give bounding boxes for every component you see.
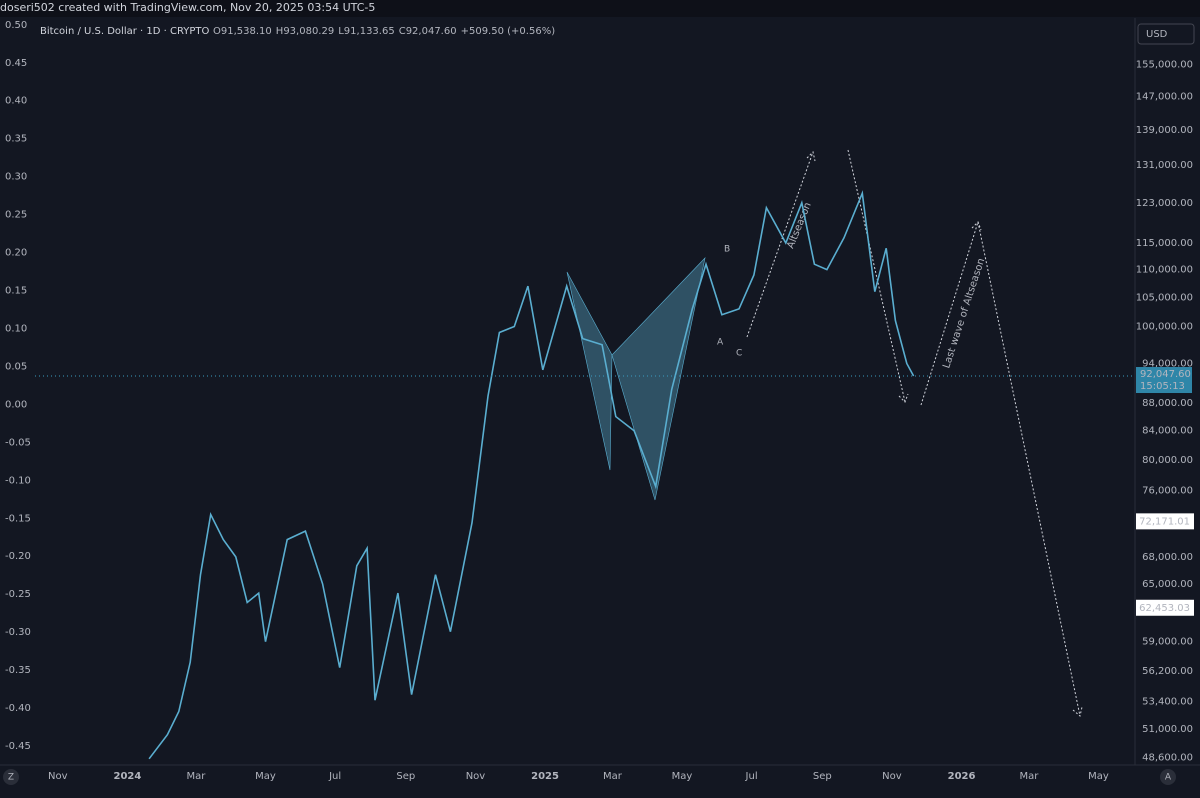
- y-tick-label: 94,000.00: [1142, 358, 1193, 369]
- x-tick-label: Nov: [48, 771, 68, 782]
- y-tick-label: 88,000.00: [1142, 398, 1193, 409]
- pattern-shape: [611, 257, 706, 501]
- credit: doseri502 created with TradingView.com, …: [0, 1, 375, 14]
- last-price-box: [1136, 367, 1192, 394]
- x-tick-label: Sep: [813, 771, 832, 782]
- annotation: A: [717, 338, 724, 348]
- y2-tick-label: 0.10: [5, 323, 27, 334]
- corner-button[interactable]: [3, 769, 19, 785]
- y2-tick-label: -0.20: [5, 551, 31, 562]
- corner-button-label[interactable]: A: [1165, 773, 1172, 783]
- y2-tick-label: -0.45: [5, 741, 31, 752]
- price-line: [148, 190, 915, 760]
- y-tick-label: 84,000.00: [1142, 426, 1193, 437]
- x-tick-label: Mar: [603, 771, 623, 782]
- annotation: C: [736, 349, 742, 359]
- x-tick-label: Jul: [328, 771, 341, 782]
- y-tick-label: 147,000.00: [1136, 91, 1193, 102]
- x-tick-label: Nov: [882, 771, 902, 782]
- y-tick-label: 155,000.00: [1136, 60, 1193, 71]
- y2-tick-label: -0.05: [5, 437, 31, 448]
- y-tick-label: 110,000.00: [1136, 265, 1193, 276]
- y2-tick-label: 0.35: [5, 134, 27, 145]
- x-tick-label: 2025: [531, 771, 559, 782]
- ohlc-label: H: [276, 26, 284, 37]
- arrow: [746, 151, 816, 338]
- ohlc: O 91,538.10 H 93,080.29 L 91,133.65 C 92,047.60…: [213, 26, 555, 37]
- y-tick-label: 48,600.00: [1142, 753, 1193, 764]
- y2-tick-label: -0.35: [5, 665, 31, 676]
- y2-tick-label: 0.30: [5, 172, 27, 183]
- y-tick-label: 56,200.00: [1142, 666, 1193, 677]
- ohlc-label: C: [399, 26, 406, 37]
- arrows: [746, 149, 1083, 717]
- y-tick-label: 68,000.00: [1142, 552, 1193, 563]
- y-tick-label: 65,000.00: [1142, 579, 1193, 590]
- price-mark-box: [1136, 513, 1194, 530]
- y-tick-label: 80,000.00: [1142, 455, 1193, 466]
- y-tick-label: 105,000.00: [1136, 292, 1193, 303]
- y2-tick-label: -0.10: [5, 475, 31, 486]
- y-tick-label: 139,000.00: [1136, 125, 1193, 136]
- y-tick-label: 123,000.00: [1136, 198, 1193, 209]
- x-tick-label: May: [672, 771, 693, 782]
- currency[interactable]: USD: [1146, 29, 1168, 40]
- annotation: B: [724, 245, 730, 255]
- last-price-label: 92,047.60: [1140, 369, 1191, 380]
- price-mark-label: 72,171.01: [1139, 516, 1190, 527]
- ohlc-value: 93,080.29: [283, 26, 334, 37]
- ohlc-label: O: [213, 26, 221, 37]
- ohlc-label: L: [338, 26, 344, 37]
- y-tick-label: 76,000.00: [1142, 485, 1193, 496]
- x-tick-label: May: [1088, 771, 1109, 782]
- y2-tick-label: 0.20: [5, 248, 27, 259]
- ohlc-value: 91,538.10: [221, 26, 272, 37]
- x-tick-label: May: [255, 771, 276, 782]
- y2-tick-label: 0.25: [5, 210, 27, 221]
- y2-tick-label: -0.30: [5, 627, 31, 638]
- corner-button[interactable]: [1160, 769, 1176, 785]
- ohlc-value: 91,133.65: [344, 26, 395, 37]
- y2-tick-label: 0.00: [5, 399, 27, 410]
- y-tick-label: 51,000.00: [1142, 724, 1193, 735]
- x-tick-label: Jul: [745, 771, 758, 782]
- corner-button-label[interactable]: Z: [8, 773, 14, 783]
- x-tick-label: Sep: [396, 771, 415, 782]
- y2-tick-label: 0.40: [5, 96, 27, 107]
- x-tick-label: Nov: [466, 771, 486, 782]
- y2-tick-label: -0.15: [5, 513, 31, 524]
- y-tick-label: 131,000.00: [1136, 160, 1193, 171]
- price-mark-label: 62,453.03: [1139, 603, 1190, 614]
- y2-tick-label: -0.25: [5, 589, 31, 600]
- chart-title: Bitcoin / U.S. Dollar · 1D · CRYPTO: [40, 26, 210, 37]
- arrow: [977, 221, 1083, 717]
- change: +509.50 (+0.56%): [461, 26, 556, 37]
- y2-tick-label: 0.05: [5, 361, 27, 372]
- y-tick-label: 53,400.00: [1142, 696, 1193, 707]
- y2-tick-label: -0.40: [5, 703, 31, 714]
- y2-tick-label: 0.45: [5, 58, 27, 69]
- arrow: [847, 149, 909, 403]
- y2-tick-label: 0.50: [5, 20, 27, 31]
- x-tick-label: Mar: [186, 771, 206, 782]
- x-tick-label: Mar: [1019, 771, 1039, 782]
- y2-tick-label: 0.15: [5, 286, 27, 297]
- credit-bar: [0, 0, 1200, 17]
- ohlc-value: 92,047.60: [406, 26, 457, 37]
- currency-box[interactable]: [1137, 23, 1195, 45]
- y-tick-label: 115,000.00: [1136, 238, 1193, 249]
- y-tick-label: 100,000.00: [1136, 322, 1193, 333]
- x-tick-label: 2024: [114, 771, 142, 782]
- x-tick-label: 2026: [948, 771, 976, 782]
- y-tick-label: 59,000.00: [1142, 637, 1193, 648]
- countdown: 15:05:13: [1140, 381, 1185, 392]
- price-mark-box: [1136, 599, 1194, 616]
